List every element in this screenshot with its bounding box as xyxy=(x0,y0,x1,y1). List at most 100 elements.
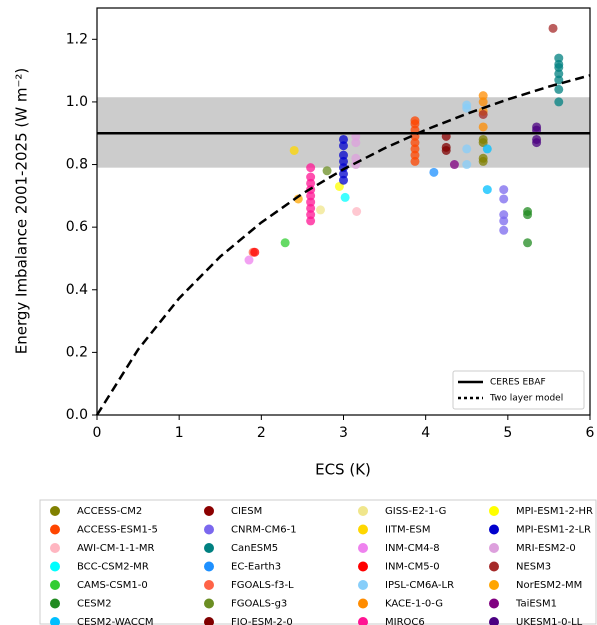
legend-marker xyxy=(204,598,214,609)
scatter-point xyxy=(339,169,348,179)
scatter-point xyxy=(306,178,316,188)
y-axis-label: Energy Imbalance 2001-2025 (W m⁻²) xyxy=(13,68,31,355)
legend-label: Two layer model xyxy=(489,394,563,404)
legend-label: IITM-ESM xyxy=(385,525,431,536)
legend-label: INM-CM5-0 xyxy=(385,562,440,573)
legend-marker xyxy=(489,543,499,553)
legend-box xyxy=(452,370,585,410)
scatter-point xyxy=(306,203,316,213)
scatter-point xyxy=(548,23,558,33)
scatter-point xyxy=(478,153,488,163)
x-axis-label: ECS (K) xyxy=(315,461,371,479)
scatter-point xyxy=(449,160,459,170)
scatter-point xyxy=(478,91,488,101)
scatter-point xyxy=(499,225,509,235)
x-tick-label: 5 xyxy=(503,425,512,441)
legend-marker xyxy=(358,561,368,572)
scatter-point xyxy=(410,138,420,148)
legend-marker xyxy=(204,543,214,553)
legend-label: EC-Earth3 xyxy=(231,562,281,573)
scatter-point xyxy=(250,247,260,257)
scatter-point xyxy=(523,238,533,248)
scatter-point xyxy=(306,172,316,182)
legend-label: INM-CM4-8 xyxy=(385,543,440,554)
legend-label: UKESM1-0-LL xyxy=(516,617,583,625)
legend-label: CAMS-CSM1-0 xyxy=(77,580,148,591)
legend-label: CanESM5 xyxy=(231,543,278,554)
legend-label: ACCESS-CM2 xyxy=(77,506,142,517)
y-tick-label: 0.8 xyxy=(66,157,88,173)
scatter-point xyxy=(532,122,542,132)
legend-marker xyxy=(489,524,499,535)
legend-marker xyxy=(358,598,368,609)
legend-marker xyxy=(358,506,368,516)
scatter-point xyxy=(482,185,492,195)
scatter-point xyxy=(322,166,332,176)
legend-label: FGOALS-f3-L xyxy=(231,580,294,591)
scatter-point xyxy=(499,194,509,204)
legend-marker xyxy=(204,506,214,516)
legend-label: FGOALS-g3 xyxy=(231,599,287,610)
scatter-point xyxy=(499,210,509,220)
scatter-point xyxy=(462,100,472,110)
legend-marker xyxy=(50,580,60,590)
legend-marker xyxy=(204,524,214,535)
scatter-point xyxy=(339,175,348,185)
scatter-point xyxy=(289,145,299,155)
scatter-point xyxy=(441,142,451,152)
legend-marker xyxy=(489,617,499,625)
legend-marker xyxy=(358,580,368,590)
scatter-point xyxy=(554,75,564,85)
legend-marker xyxy=(50,543,60,553)
legend-label: ACCESS-ESM1-5 xyxy=(77,525,158,536)
scatter-point xyxy=(410,150,420,160)
scatter-point xyxy=(339,156,348,166)
scatter-point xyxy=(554,69,564,79)
legend-marker xyxy=(204,580,214,590)
series-legend-box xyxy=(39,499,597,625)
legend-marker xyxy=(489,506,499,516)
legend-marker xyxy=(489,561,499,572)
y-tick-label: 0.6 xyxy=(66,219,88,235)
scatter-point xyxy=(462,160,472,170)
scatter-point xyxy=(339,150,348,160)
legend-label: AWI-CM-1-1-MR xyxy=(77,543,155,554)
scatter-point xyxy=(523,207,533,216)
legend-marker xyxy=(358,524,368,535)
legend-marker xyxy=(50,617,60,625)
scatter-point xyxy=(554,59,564,69)
scatter-point xyxy=(244,255,254,265)
legend-marker xyxy=(50,524,60,535)
legend-label: IPSL-CM6A-LR xyxy=(385,580,454,591)
scatter-point xyxy=(478,109,488,119)
scatter-point xyxy=(462,144,472,154)
legend-label: CESM2 xyxy=(77,599,112,610)
scatter-point xyxy=(499,185,509,195)
legend-label: MIROC6 xyxy=(385,617,425,625)
legend-label: TaiESM1 xyxy=(515,599,557,610)
legend-marker xyxy=(204,561,214,572)
legend-marker xyxy=(489,580,499,590)
scatter-point xyxy=(306,163,316,173)
legend-label: GISS-E2-1-G xyxy=(385,506,446,517)
scatter-point xyxy=(410,116,420,126)
x-tick-label: 3 xyxy=(339,425,348,441)
y-tick-label: 0.0 xyxy=(66,407,88,423)
legend-marker xyxy=(358,543,368,553)
legend-label: MPI-ESM1-2-LR xyxy=(516,525,591,536)
scatter-point xyxy=(352,207,362,216)
legend-label: CERES EBAF xyxy=(490,378,546,388)
scatter-point xyxy=(339,141,348,151)
plot-frame xyxy=(96,7,591,416)
y-tick-label: 0.2 xyxy=(66,344,88,360)
scatter-point xyxy=(339,134,348,144)
legend-marker xyxy=(358,617,368,625)
legend-marker xyxy=(204,617,214,625)
scatter-point xyxy=(478,97,488,107)
y-tick-label: 1.0 xyxy=(66,94,88,110)
scatter-point xyxy=(340,192,350,202)
legend-label: CIESM xyxy=(231,506,262,517)
scatter-point xyxy=(306,197,316,207)
legend-marker xyxy=(50,506,60,516)
